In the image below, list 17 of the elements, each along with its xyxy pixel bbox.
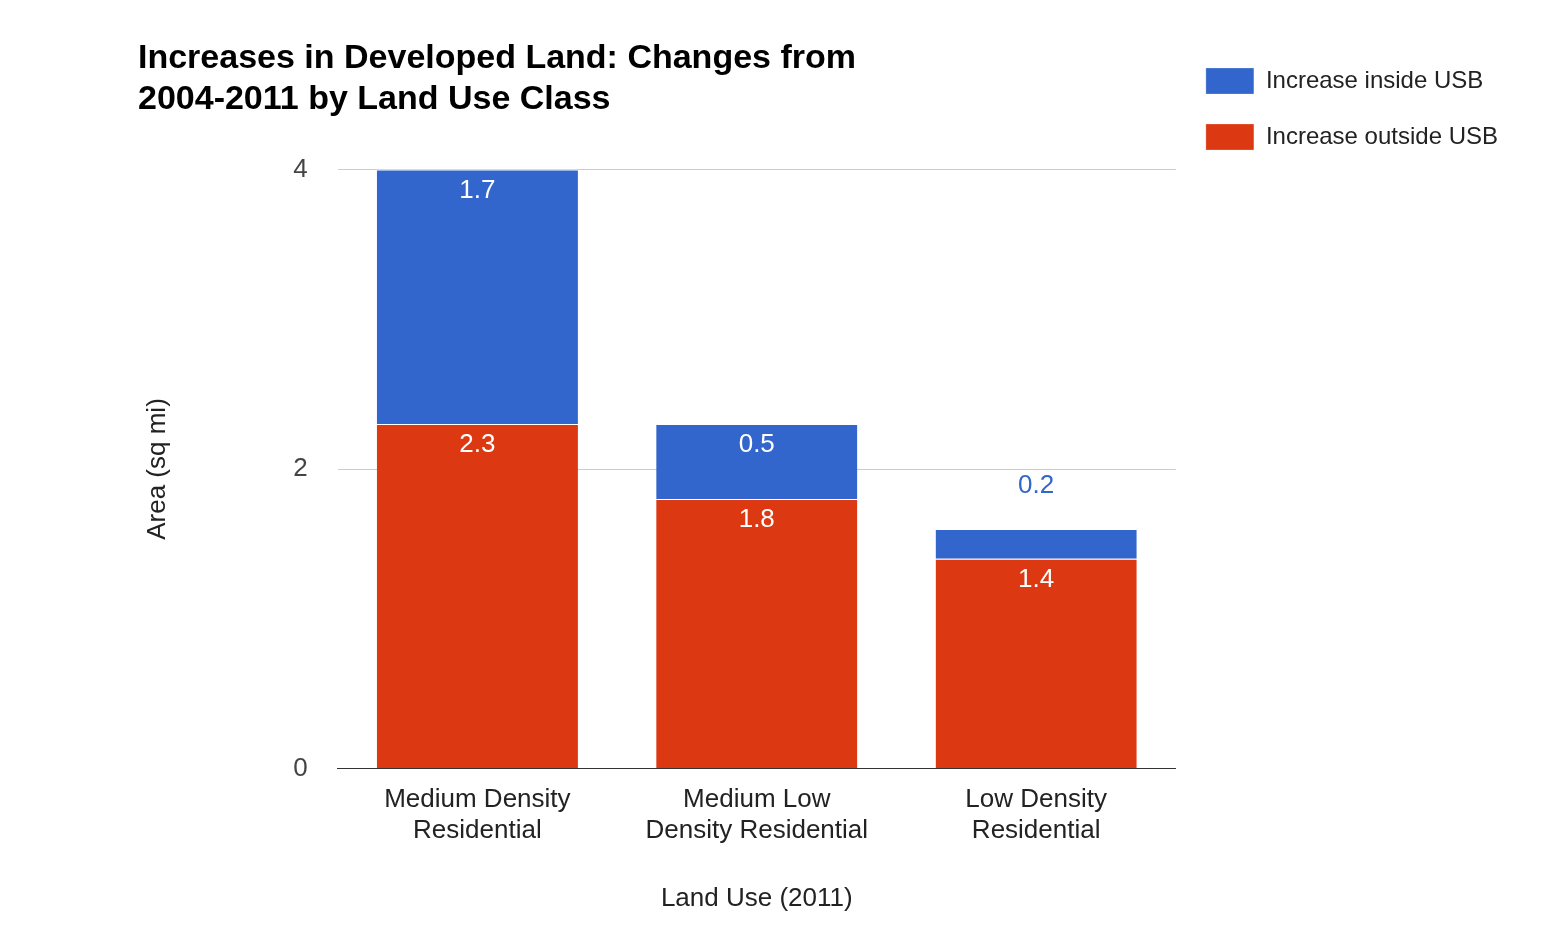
data-label: 2.3	[459, 428, 496, 459]
x-tick-label: Medium Density Residential	[384, 783, 571, 845]
data-label: 1.8	[738, 503, 775, 534]
y-axis-title: Area (sq mi)	[140, 398, 171, 540]
data-label: 1.4	[1018, 562, 1055, 593]
chart-title: Increases in Developed Land: Changes from 2004-2011 by Land Use Class	[138, 36, 856, 116]
x-tick-label: Low Density Residential	[965, 783, 1107, 845]
y-tick-label: 0	[293, 751, 308, 782]
x-tick-label: Medium Low Density Residential	[645, 783, 869, 845]
x-axis-title: Land Use (2011)	[660, 881, 853, 912]
data-label: 0.2	[1018, 469, 1055, 500]
y-tick-label: 4	[293, 152, 308, 183]
data-label: 0.5	[738, 428, 775, 459]
y-tick-label: 2	[293, 452, 308, 483]
data-label: 1.7	[459, 173, 496, 204]
legend-label: Increase outside USB	[1265, 121, 1498, 149]
legend-label: Increase inside USB	[1265, 65, 1484, 93]
